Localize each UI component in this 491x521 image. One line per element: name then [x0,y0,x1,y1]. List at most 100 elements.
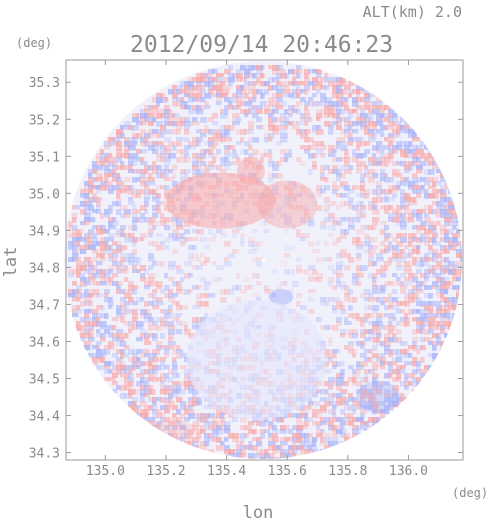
radar-cell [304,77,310,82]
radar-cell [360,181,366,187]
radar-cell [240,433,247,439]
radar-cell [268,177,274,183]
radar-cell [296,269,303,274]
radar-cell [324,433,331,438]
radar-cell [68,233,75,238]
radar-cell [224,89,230,95]
radar-cell [100,237,106,243]
radar-cell [136,257,142,262]
radar-cell [412,293,419,300]
radar-cell [196,165,203,170]
radar-cell [380,325,385,330]
radar-cell [160,365,165,371]
radar-cell [84,197,92,203]
radar-cell [220,233,227,238]
radar-cell [136,297,144,303]
radar-cell [92,361,99,366]
radar-cell [204,281,211,286]
radar-cell [408,353,413,358]
radar-cell [160,357,166,362]
radar-cell [296,205,302,210]
radar-cell [436,285,444,290]
radar-cell [356,317,364,322]
radar-cell [188,145,196,150]
radar-cell [308,297,314,302]
radar-cell [156,133,161,139]
radar-cell [404,349,410,355]
radar-cell [144,137,149,143]
radar-cell [344,193,350,198]
radar-cell [192,265,199,270]
radar-cell [236,93,244,98]
radar-cell [84,181,90,186]
radar-cell [284,73,289,79]
radar-cell [248,81,256,86]
radar-cell [136,405,141,410]
radar-cell [96,153,102,158]
radar-cell [268,113,274,118]
radar-cell [420,309,425,314]
radar-cell [280,429,288,434]
radar-cell [424,169,431,175]
radar-cell [144,109,149,115]
radar-cell [380,157,386,163]
radar-cell [248,153,253,158]
radar-cell [436,313,444,319]
radar-cell [460,245,462,251]
radar-cell [328,385,334,390]
radar-cell [104,293,109,298]
radar-cell [164,405,171,410]
radar-cell [176,89,182,95]
radar-cell [244,445,252,450]
radar-cell [388,393,393,399]
radar-cell [148,273,156,278]
radar-cell [392,357,398,363]
radar-cell [208,77,215,83]
radar-cell [372,297,380,302]
radar-cell [196,89,202,94]
radar-cell [376,329,382,335]
radar-cell [156,169,161,175]
radar-cell [368,257,374,262]
radar-cell [264,149,270,155]
radar-cell [412,177,419,183]
radar-cell [96,329,101,334]
radar-cell [372,389,378,394]
radar-cell [364,313,371,319]
radar-cell [144,117,149,123]
radar-cell [316,205,323,211]
radar-cell [444,305,449,311]
radar-cell [292,197,298,202]
radar-cell [104,249,112,255]
radar-cell [88,181,94,187]
radar-cell [164,401,172,407]
radar-cell [372,385,377,391]
chart-title: 2012/09/14 20:46:23 [130,32,393,58]
radar-cell [424,313,432,318]
radar-cell [444,265,450,271]
radar-cell [160,381,165,386]
radar-cell [120,185,126,191]
radar-cell [300,217,306,223]
radar-cell [336,265,343,271]
radar-cell [124,237,129,243]
radar-cell [220,413,225,419]
radar-cell [344,401,349,406]
radar-cell [400,205,406,210]
radar-cell [156,145,162,150]
radar-cell [364,97,371,103]
radar-cell [196,257,202,262]
radar-cell [144,385,150,390]
radar-cell [196,397,202,403]
radar-cell [256,281,262,286]
radar-cell [296,229,301,234]
radar-cell [96,269,104,275]
radar-cell [124,257,131,263]
radar-cell [112,249,117,254]
radar-cell [368,397,374,403]
radar-cell [412,337,419,342]
radar-cell [248,241,255,247]
radar-cell [216,165,223,171]
radar-cell [128,281,134,287]
radar-cell [344,85,351,90]
